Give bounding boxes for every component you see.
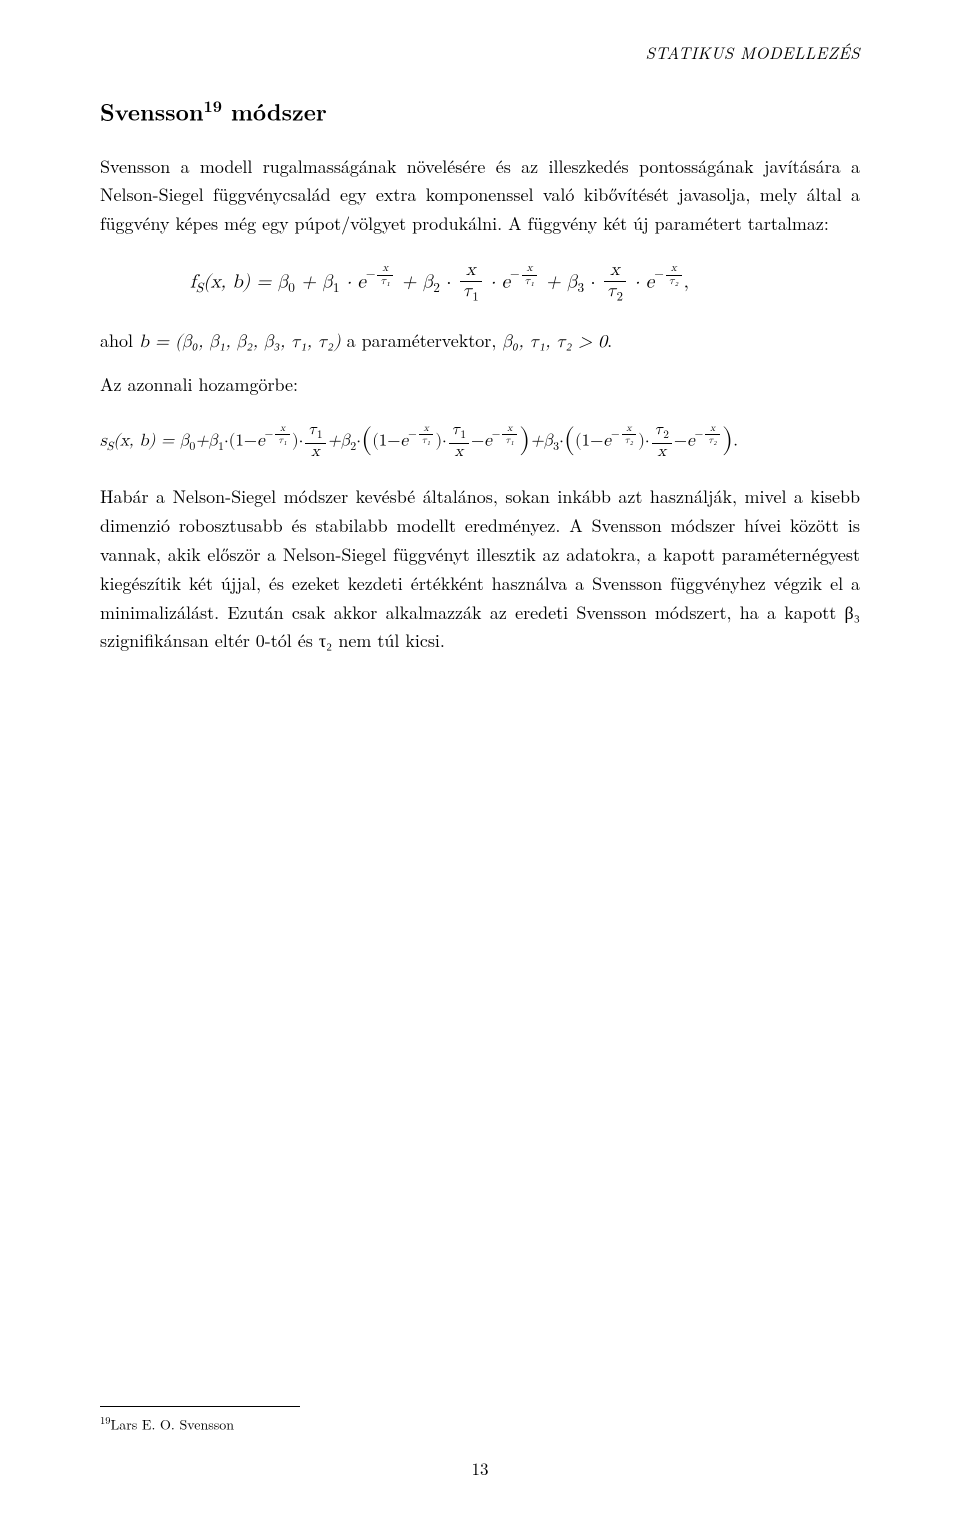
eq2-t9: +β [530, 432, 553, 449]
footnote-mark: 19 [100, 1413, 111, 1428]
eq-plus3: + β [539, 272, 577, 291]
eq-frac2-den-sym: τ [463, 282, 473, 300]
eq-frac3-den-sub: 2 [617, 292, 623, 304]
para2-a: ahol [100, 328, 139, 353]
eq2-lhs: s [100, 432, 107, 449]
eq2-frac1: τ1x [305, 422, 325, 461]
eq-exp3-den: τ₂ [666, 276, 682, 288]
eq2-args: (x, b) = β [113, 432, 189, 449]
paragraph-2: ahol b = (β₀, β₁, β₂, β₃, τ₁, τ₂) a para… [100, 327, 860, 357]
eq2-exp4: −xτ₂ [611, 429, 638, 440]
eq2-t8: −e [471, 432, 492, 449]
eq2-frac2: τ1x [449, 422, 469, 461]
equation-fS: fS(x, b) = β0 + β1 · e−xτ₁ + β2 · xτ1 · … [100, 261, 860, 305]
eq-b2: 2 [433, 281, 440, 295]
para2-d: β₀, τ₁, τ₂ > 0 [502, 333, 607, 351]
eq2-lparen2: ( [564, 425, 575, 454]
eq-exp3: −xτ₂ [654, 269, 683, 281]
footnote: 19Lars E. O. Svensson [100, 1413, 860, 1435]
eq-exp2-den: τ₁ [522, 276, 538, 288]
eq-plus1: + β [295, 272, 333, 291]
eq2-t6: (1−e [372, 432, 408, 449]
eq2-exp5: −xτ₂ [695, 429, 722, 440]
eq2-t11: (1−e [575, 432, 611, 449]
section-title-superscript: 19 [204, 94, 223, 117]
eq-exp2-num: x [522, 263, 538, 276]
eq2-t1: +β [195, 432, 218, 449]
eq2-frac3: τ2x [652, 422, 672, 461]
eq-frac2: xτ1 [460, 261, 482, 305]
eq-args: (x, b) = β [203, 272, 288, 291]
eq2-tail: . [733, 432, 738, 449]
eq2-t7: )· [435, 432, 446, 449]
footnote-rule [100, 1406, 300, 1407]
page: STATIKUS MODELLEZÉS Svensson19 módszer S… [0, 0, 960, 1515]
eq-tail: , [684, 272, 689, 291]
eq-exp3-num: x [666, 263, 682, 276]
section-title-suffix: módszer [222, 95, 327, 128]
eq2-t2: ·(1−e [224, 432, 265, 449]
eq-frac2-den: τ1 [460, 282, 482, 306]
eq-frac3-den-sym: τ [607, 282, 617, 300]
equation-sS: sS(x, b) = β0+β1·(1−e−xτ₁)·τ1x+β2·((1−e−… [100, 422, 860, 461]
eq2-t3: )· [292, 432, 303, 449]
paragraph-4: Habár a Nelson-Siegel módszer kevésbé ál… [100, 483, 860, 656]
eq-frac2-num: x [460, 261, 482, 282]
eq-cdot3b: · e [628, 272, 654, 291]
eq-b1: 1 [333, 281, 340, 295]
page-number: 13 [0, 1456, 960, 1480]
eq2-t4: +β [328, 432, 351, 449]
paragraph-3: Az azonnali hozamgörbe: [100, 371, 860, 400]
eq2-rparen1: ) [519, 425, 530, 454]
para2-b: b = (β₀, β₁, β₂, β₃, τ₁, τ₂) [139, 333, 341, 351]
eq-plus2: + β [395, 272, 433, 291]
eq-exp1-num: x [377, 263, 393, 276]
eq-frac3-den: τ2 [604, 282, 626, 306]
section-title: Svensson19 módszer [100, 94, 860, 128]
eq2-exp3: −xτ₁ [492, 429, 519, 440]
eq-frac3-num: x [604, 261, 626, 282]
eq2-exp2: −xτ₁ [408, 429, 435, 440]
para2-e: . [607, 328, 612, 353]
eq2-rparen2: ) [722, 425, 733, 454]
eq-frac3: xτ2 [604, 261, 626, 305]
eq2-lparen1: ( [361, 425, 372, 454]
eq-cdot1: · e [340, 272, 366, 291]
running-head: STATIKUS MODELLEZÉS [100, 40, 860, 64]
eq-frac2-den-sub: 1 [472, 292, 478, 304]
eq-cdot2: · [440, 272, 458, 291]
footnote-block: 19Lars E. O. Svensson [100, 1406, 860, 1435]
paragraph-1: Svensson a modell rugalmasságának növelé… [100, 153, 860, 239]
eq-exp1-den: τ₁ [377, 276, 393, 288]
eq2-exp1: −xτ₁ [265, 429, 292, 440]
eq-cdot2b: · e [484, 272, 510, 291]
section-title-prefix: Svensson [100, 95, 204, 128]
eq-b0: 0 [288, 281, 295, 295]
footnote-text: Lars E. O. Svensson [111, 1415, 235, 1435]
eq-exp1: −xτ₁ [366, 269, 395, 281]
para2-c: a paramétervektor, [341, 328, 503, 353]
eq2-t13: −e [674, 432, 695, 449]
eq-cdot3: · [584, 272, 602, 291]
eq2-t12: )· [638, 432, 649, 449]
eq-exp2: −xτ₁ [510, 269, 539, 281]
